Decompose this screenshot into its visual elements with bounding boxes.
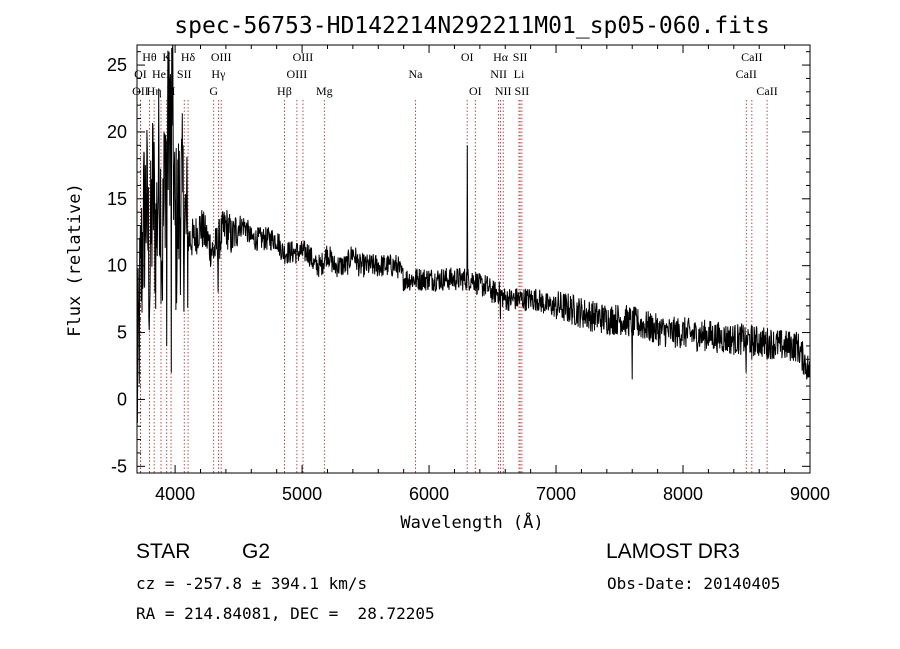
plot-frame [136, 44, 811, 474]
survey-name: LAMOST DR3 [606, 540, 740, 563]
x-tick-label-6000: 6000 [409, 484, 449, 504]
x-axis-label: Wavelength (Å) [400, 511, 543, 533]
x-tick-label-4000: 4000 [155, 484, 195, 504]
redshift-cz: cz = -257.8 ± 394.1 km/s [136, 574, 368, 593]
spectral-line-label-22: Hβ [277, 84, 292, 98]
ra-dec: RA = 214.84081, DEC = 28.72205 [136, 604, 435, 623]
x-tick-label-9000: 9000 [790, 484, 830, 504]
x-tick-label-8000: 8000 [663, 484, 703, 504]
spectral-line-label-19: Hη [147, 84, 162, 98]
x-tick-label-7000: 7000 [536, 484, 576, 504]
spectral-line-label-12: Hγ [211, 67, 226, 81]
spectral-line-label-11: SII [177, 67, 192, 81]
spectral-line-label-23: Mg [316, 84, 333, 98]
y-axis-label: Flux (relative) [65, 183, 85, 337]
spectral-line-label-14: Na [408, 67, 423, 81]
y-tick-label-25: 25 [107, 55, 127, 75]
spectral-line-label-26: SII [515, 84, 530, 98]
spectral-line-label-5: OI [461, 50, 474, 64]
spectrum-series [136, 44, 811, 424]
object-subclass: G2 [242, 540, 271, 563]
spectral-line-label-24: OI [469, 84, 482, 98]
y-tick-label-5: 5 [117, 323, 127, 343]
observation-date: Obs-Date: 20140405 [607, 574, 781, 593]
spectral-line-label-16: Li [514, 67, 525, 81]
spectral-line-label-6: Hα [493, 50, 509, 64]
y-tick-label-20: 20 [107, 122, 127, 142]
spectral-line-label-8: CaII [741, 50, 762, 64]
spectral-line-label-25: NII [495, 84, 512, 98]
spectral-line-label-21: G [209, 84, 218, 98]
spectral-line-label-18: OII [132, 84, 149, 98]
spectral-line-label-10: HeI [152, 67, 170, 81]
spectral-line-label-17: CaII [736, 67, 757, 81]
spectral-line-label-0: Hθ [142, 50, 157, 64]
spectral-line-label-15: NII [490, 67, 507, 81]
spectral-line-label-1: K [162, 50, 171, 64]
spectral-line-label-13: OIII [287, 67, 308, 81]
x-tick-label-5000: 5000 [282, 484, 322, 504]
spectral-line-label-7: SII [513, 50, 528, 64]
axis-ticks: 4000 5000 6000 7000 8000 9000 -5 0 5 10 15 20 25 [107, 45, 830, 504]
spectral-line-label-3: OIII [211, 50, 232, 64]
y-tick-label--5: -5 [111, 456, 127, 476]
y-tick-label-15: 15 [107, 189, 127, 209]
spectral-line-label-2: Hδ [181, 50, 196, 64]
object-class: STAR [136, 540, 191, 563]
spectral-line-label-4: OIII [293, 50, 314, 64]
y-tick-label-0: 0 [117, 389, 127, 409]
flux-line [136, 44, 811, 424]
spectral-line-markers: Hθ K Hδ OIII OIII OI Hα SII CaII OI HeI SII Hγ OIII Na… [132, 50, 778, 473]
chart-title: spec-56753-HD142214N292211M01_sp05-060.f… [174, 13, 769, 39]
spectral-line-label-27: CaII [756, 84, 777, 98]
y-tick-label-10: 10 [107, 256, 127, 276]
